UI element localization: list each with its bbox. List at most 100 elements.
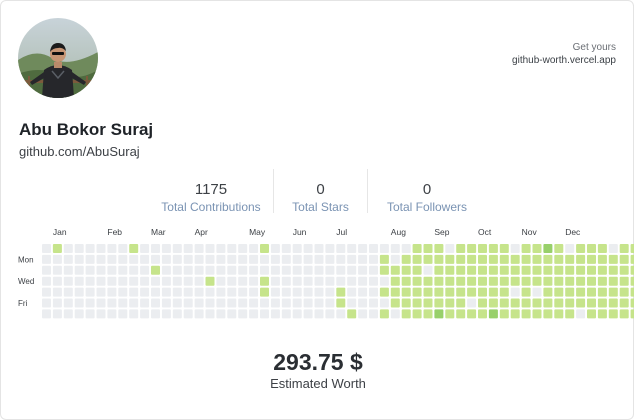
contribution-cell[interactable] bbox=[140, 265, 150, 275]
contribution-cell[interactable] bbox=[85, 276, 95, 286]
contribution-cell[interactable] bbox=[565, 287, 575, 297]
contribution-cell[interactable] bbox=[630, 298, 634, 308]
promo-url[interactable]: github-worth.vercel.app bbox=[512, 55, 616, 66]
contribution-cell[interactable] bbox=[510, 287, 520, 297]
contribution-cell[interactable] bbox=[521, 265, 531, 275]
contribution-cell[interactable] bbox=[630, 276, 634, 286]
contribution-cell[interactable] bbox=[63, 309, 73, 319]
contribution-cell[interactable] bbox=[543, 265, 553, 275]
contribution-cell[interactable] bbox=[270, 276, 280, 286]
contribution-cell[interactable] bbox=[107, 254, 117, 264]
contribution-cell[interactable] bbox=[227, 298, 237, 308]
contribution-cell[interactable] bbox=[118, 254, 128, 264]
contribution-cell[interactable] bbox=[619, 309, 629, 319]
contribution-cell[interactable] bbox=[521, 309, 531, 319]
contribution-cell[interactable] bbox=[205, 265, 215, 275]
contribution-cell[interactable] bbox=[543, 298, 553, 308]
profile-handle[interactable]: github.com/AbuSuraj bbox=[19, 144, 140, 159]
contribution-cell[interactable] bbox=[619, 276, 629, 286]
contribution-cell[interactable] bbox=[74, 254, 84, 264]
contribution-cell[interactable] bbox=[587, 244, 596, 253]
contribution-cell[interactable] bbox=[281, 244, 291, 253]
contribution-cell[interactable] bbox=[292, 287, 302, 297]
contribution-cell[interactable] bbox=[369, 309, 378, 319]
contribution-cell[interactable] bbox=[52, 276, 62, 286]
contribution-cell[interactable] bbox=[608, 244, 618, 253]
contribution-cell[interactable] bbox=[161, 309, 171, 319]
contribution-cell[interactable] bbox=[478, 254, 487, 264]
contribution-cell[interactable] bbox=[347, 254, 357, 264]
contribution-cell[interactable] bbox=[597, 254, 607, 264]
contribution-cell[interactable] bbox=[183, 244, 193, 253]
contribution-cell[interactable] bbox=[151, 244, 160, 253]
contribution-cell[interactable] bbox=[96, 254, 106, 264]
contribution-cell[interactable] bbox=[576, 276, 586, 286]
contribution-cell[interactable] bbox=[467, 298, 477, 308]
contribution-cell[interactable] bbox=[183, 309, 193, 319]
contribution-cell[interactable] bbox=[183, 276, 193, 286]
contribution-cell[interactable] bbox=[587, 309, 596, 319]
contribution-cell[interactable] bbox=[270, 287, 280, 297]
contribution-cell[interactable] bbox=[260, 287, 269, 297]
contribution-cell[interactable] bbox=[151, 287, 160, 297]
contribution-cell[interactable] bbox=[401, 244, 411, 253]
contribution-cell[interactable] bbox=[499, 265, 509, 275]
contribution-cell[interactable] bbox=[63, 276, 73, 286]
contribution-cell[interactable] bbox=[532, 287, 542, 297]
contribution-cell[interactable] bbox=[369, 276, 378, 286]
contribution-cell[interactable] bbox=[532, 244, 542, 253]
contribution-cell[interactable] bbox=[347, 298, 357, 308]
contribution-cell[interactable] bbox=[587, 298, 596, 308]
contribution-cell[interactable] bbox=[510, 298, 520, 308]
contribution-cell[interactable] bbox=[161, 244, 171, 253]
contribution-cell[interactable] bbox=[118, 265, 128, 275]
contribution-cell[interactable] bbox=[74, 276, 84, 286]
contribution-cell[interactable] bbox=[488, 309, 498, 319]
contribution-cell[interactable] bbox=[238, 298, 248, 308]
contribution-cell[interactable] bbox=[423, 287, 433, 297]
contribution-cell[interactable] bbox=[140, 254, 150, 264]
contribution-cell[interactable] bbox=[456, 276, 466, 286]
contribution-cell[interactable] bbox=[292, 309, 302, 319]
contribution-cell[interactable] bbox=[74, 298, 84, 308]
contribution-cell[interactable] bbox=[597, 265, 607, 275]
contribution-cell[interactable] bbox=[488, 265, 498, 275]
contribution-cell[interactable] bbox=[183, 298, 193, 308]
contribution-cell[interactable] bbox=[85, 298, 95, 308]
contribution-cell[interactable] bbox=[238, 254, 248, 264]
contribution-cell[interactable] bbox=[216, 309, 226, 319]
contribution-cell[interactable] bbox=[249, 276, 259, 286]
contribution-cell[interactable] bbox=[576, 254, 586, 264]
contribution-cell[interactable] bbox=[303, 287, 313, 297]
contribution-cell[interactable] bbox=[292, 276, 302, 286]
contribution-cell[interactable] bbox=[129, 298, 139, 308]
contribution-cell[interactable] bbox=[151, 254, 160, 264]
contribution-cell[interactable] bbox=[608, 276, 618, 286]
contribution-cell[interactable] bbox=[423, 244, 433, 253]
contribution-cell[interactable] bbox=[227, 265, 237, 275]
contribution-cell[interactable] bbox=[401, 254, 411, 264]
contribution-cell[interactable] bbox=[238, 265, 248, 275]
contribution-cell[interactable] bbox=[347, 244, 357, 253]
contribution-cell[interactable] bbox=[390, 265, 400, 275]
contribution-cell[interactable] bbox=[347, 265, 357, 275]
contribution-cell[interactable] bbox=[314, 287, 324, 297]
contribution-cell[interactable] bbox=[52, 309, 62, 319]
contribution-cell[interactable] bbox=[85, 244, 95, 253]
contribution-cell[interactable] bbox=[412, 276, 422, 286]
contribution-cell[interactable] bbox=[140, 298, 150, 308]
contribution-cell[interactable] bbox=[314, 244, 324, 253]
contribution-cell[interactable] bbox=[554, 244, 564, 253]
contribution-cell[interactable] bbox=[96, 298, 106, 308]
contribution-cell[interactable] bbox=[129, 244, 139, 253]
contribution-cell[interactable] bbox=[412, 309, 422, 319]
contribution-cell[interactable] bbox=[369, 287, 378, 297]
contribution-cell[interactable] bbox=[554, 309, 564, 319]
contribution-cell[interactable] bbox=[161, 298, 171, 308]
contribution-cell[interactable] bbox=[587, 265, 596, 275]
contribution-cell[interactable] bbox=[565, 298, 575, 308]
contribution-cell[interactable] bbox=[434, 298, 444, 308]
contribution-cell[interactable] bbox=[314, 309, 324, 319]
contribution-cell[interactable] bbox=[401, 276, 411, 286]
contribution-cell[interactable] bbox=[161, 265, 171, 275]
